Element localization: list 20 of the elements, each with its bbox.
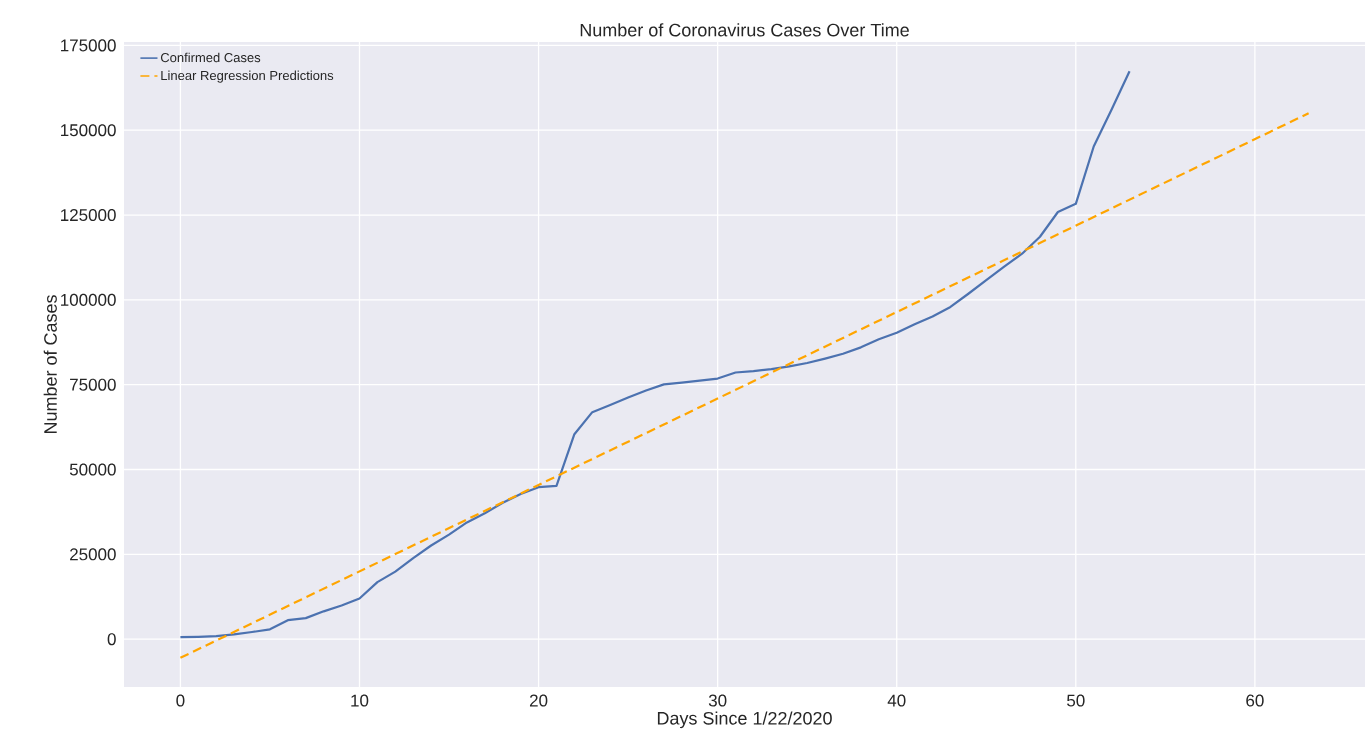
legend-label: Confirmed Cases xyxy=(160,52,261,63)
y-tick-label: 0 xyxy=(107,633,116,646)
y-tick-label: 175000 xyxy=(61,39,116,52)
x-tick-label: 50 xyxy=(1067,694,1085,707)
y-tick-label: 125000 xyxy=(61,209,116,222)
y-axis-title: Number of Cases xyxy=(43,295,57,434)
legend-label: Linear Regression Predictions xyxy=(161,70,334,83)
y-tick-label: 50000 xyxy=(69,463,116,476)
y-tick-label: 25000 xyxy=(70,548,116,561)
chart-title: Number of Coronavirus Cases Over Time xyxy=(580,23,909,37)
x-tick-label: 40 xyxy=(887,694,906,707)
x-tick-label: 10 xyxy=(351,694,369,707)
y-tick-label: 100000 xyxy=(61,293,116,306)
x-tick-label: 30 xyxy=(708,694,727,707)
x-tick-label: 0 xyxy=(176,694,185,707)
y-tick-label: 75000 xyxy=(70,378,116,391)
x-tick-label: 60 xyxy=(1246,694,1264,707)
x-tick-label: 20 xyxy=(529,694,548,707)
y-tick-label: 150000 xyxy=(61,124,116,137)
x-axis-title: Days Since 1/22/2020 xyxy=(657,711,832,729)
